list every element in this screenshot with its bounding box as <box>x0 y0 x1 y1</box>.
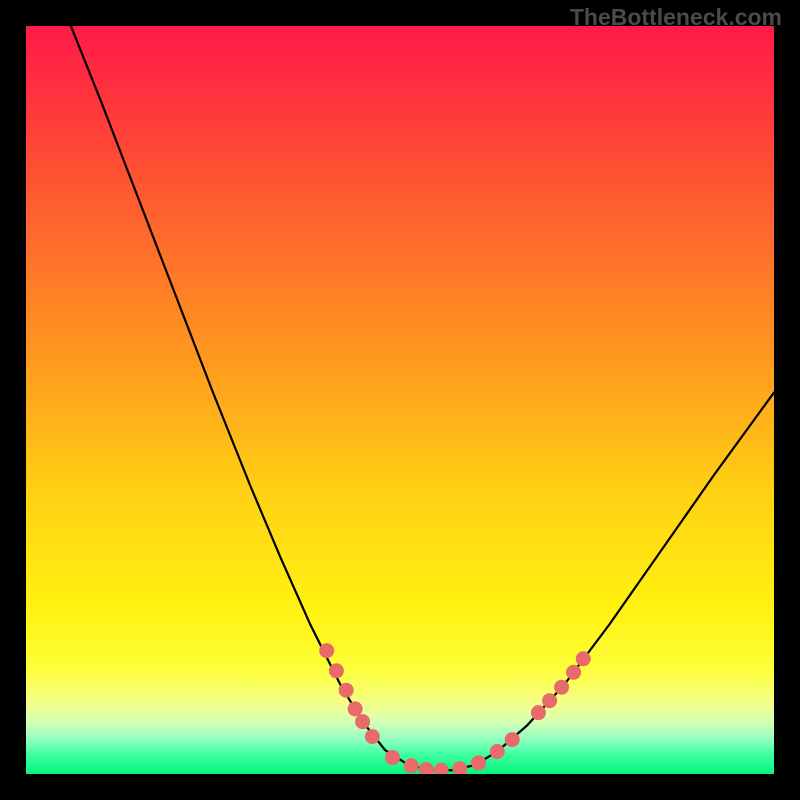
curve-marker <box>566 665 581 680</box>
curve-marker <box>365 729 380 744</box>
chart-plot-area <box>26 26 774 774</box>
curve-marker <box>329 663 344 678</box>
curve-marker <box>542 693 557 708</box>
curve-marker <box>404 758 419 773</box>
curve-marker <box>348 701 363 716</box>
curve-marker <box>319 643 334 658</box>
watermark-text: TheBottleneck.com <box>570 4 782 31</box>
curve-marker <box>554 680 569 695</box>
curve-marker <box>339 683 354 698</box>
curve-marker <box>471 755 486 770</box>
chart-background <box>26 26 774 774</box>
curve-marker <box>385 750 400 765</box>
curve-marker <box>576 651 591 666</box>
curve-marker <box>505 732 520 747</box>
curve-marker <box>490 744 505 759</box>
curve-marker <box>355 714 370 729</box>
curve-marker <box>531 705 546 720</box>
